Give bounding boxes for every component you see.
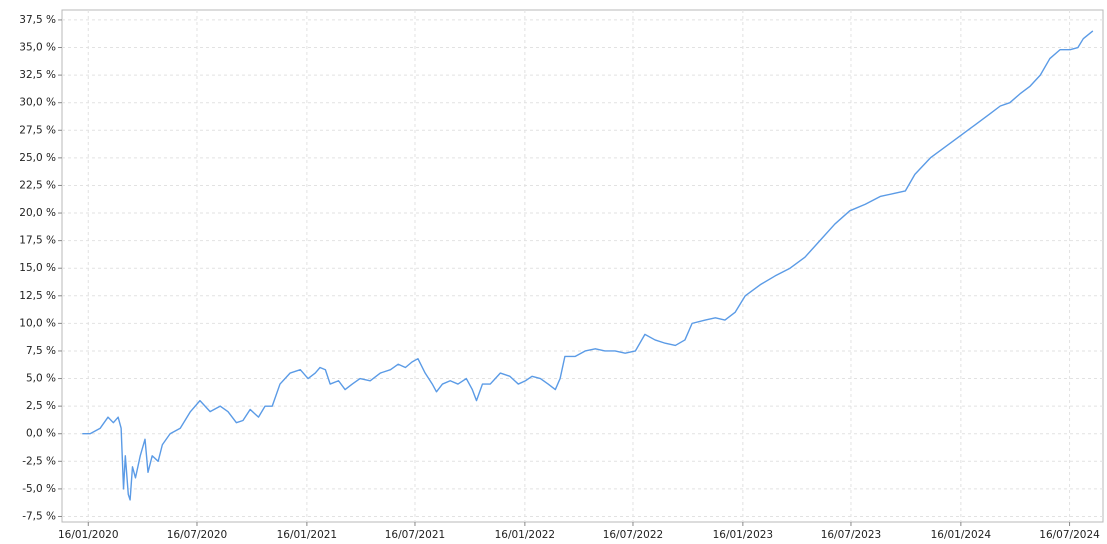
y-tick-label: 2,5 % (26, 400, 56, 412)
y-tick-label: 35,0 % (19, 42, 56, 54)
y-tick-label: 12,5 % (19, 290, 56, 302)
y-tick-label: -7,5 % (22, 510, 56, 522)
x-tick-label: 16/01/2021 (277, 529, 338, 541)
grid (58, 10, 1103, 526)
y-tick-label: -2,5 % (22, 455, 56, 467)
y-tick-label: 25,0 % (19, 152, 56, 164)
x-tick-label: 16/07/2021 (385, 529, 446, 541)
x-tick-label: 16/01/2022 (495, 529, 556, 541)
x-tick-label: 16/01/2020 (58, 529, 119, 541)
x-tick-label: 16/01/2024 (931, 529, 992, 541)
marks (82, 30, 1094, 501)
y-tick-label: 22,5 % (19, 179, 56, 191)
y-tick-label: 30,0 % (19, 97, 56, 109)
y-tick-label: 17,5 % (19, 235, 56, 247)
y-tick-label: 15,0 % (19, 262, 56, 274)
y-tick-label: 10,0 % (19, 317, 56, 329)
y-tick-label: 37,5 % (19, 14, 56, 26)
x-tick-label: 16/07/2020 (167, 529, 228, 541)
x-tick-label: 16/07/2024 (1039, 529, 1100, 541)
x-tick-label: 16/07/2023 (821, 529, 882, 541)
y-tick-label: 0,0 % (26, 428, 56, 440)
y-tick-label: 27,5 % (19, 124, 56, 136)
labels: -7,5 % -5,0 % -2,5 % 0,0 % 2,5 % 5,0 % 7,5 % 10… (19, 14, 1100, 541)
x-tick-label: 16/01/2023 (713, 529, 774, 541)
y-tick-label: 32,5 % (19, 69, 56, 81)
y-tick-label: 5,0 % (26, 373, 56, 385)
y-tick-label: 20,0 % (19, 207, 56, 219)
data-line (82, 30, 1094, 501)
y-tick-label: -5,0 % (22, 483, 56, 495)
x-tick-label: 16/07/2022 (603, 529, 664, 541)
plot-frame (61, 9, 1104, 523)
y-tick-label: 7,5 % (26, 345, 56, 357)
